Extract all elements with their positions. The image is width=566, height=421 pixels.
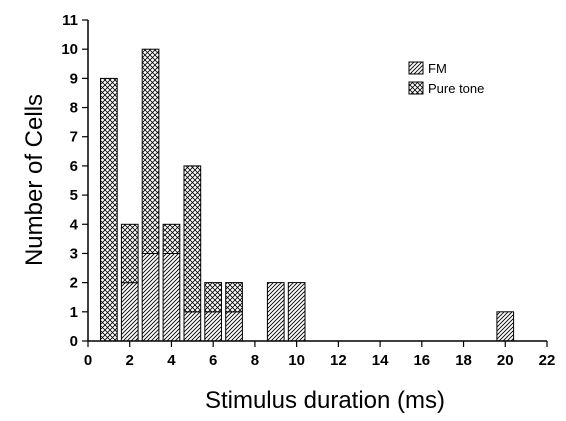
x-tick-label: 6	[209, 352, 217, 369]
bar-fm-x5	[183, 311, 202, 342]
bar-pure-tone-x5	[183, 165, 202, 313]
x-tick-label: 4	[167, 352, 176, 369]
legend-swatch-fm	[408, 61, 424, 75]
bar-pure-tone-x1	[100, 77, 118, 342]
y-axis-title: Number of Cells	[21, 94, 48, 266]
y-tick-label: 11	[62, 12, 78, 29]
x-tick-label: 16	[413, 352, 430, 369]
bar-fm-x20	[496, 311, 515, 342]
y-tick-label: 0	[70, 333, 78, 350]
bar-pure-tone-x6	[204, 282, 223, 313]
y-tick-label: 9	[70, 70, 78, 87]
bar-fm-x9	[266, 282, 285, 342]
y-tick-label: 8	[70, 100, 78, 117]
y-tick-label: 4	[70, 216, 79, 233]
x-tick-label: 14	[372, 352, 389, 369]
bar-fm-x7	[225, 311, 243, 342]
y-tick-label: 1	[70, 304, 78, 321]
y-tick-label: 10	[61, 41, 78, 58]
y-tick-label: 3	[70, 245, 78, 262]
x-axis-title: Stimulus duration (ms)	[205, 387, 445, 414]
legend-label-fm: FM	[428, 61, 447, 76]
x-tick-label: 20	[497, 352, 514, 369]
bar-fm-x6	[204, 311, 223, 342]
bar-fm-x10	[287, 282, 306, 342]
bar-fm-x3	[141, 253, 160, 342]
legend: FM Pure tone	[408, 61, 484, 96]
x-tick-label: 8	[251, 352, 259, 369]
x-tick-label: 10	[288, 352, 305, 369]
x-tick-label: 0	[84, 352, 92, 369]
x-tick-label: 12	[330, 352, 347, 369]
x-tick-label: 22	[539, 352, 556, 369]
bar-fm-x4	[162, 253, 181, 342]
y-tick-label: 5	[70, 187, 78, 204]
bar-pure-tone-x3	[141, 48, 160, 255]
y-tick-label: 2	[70, 275, 78, 292]
y-tick-label: 6	[70, 158, 78, 175]
y-tick-label: 7	[70, 129, 78, 146]
x-tick-label: 18	[455, 352, 472, 369]
legend-label-pure-tone: Pure tone	[428, 81, 484, 96]
bar-pure-tone-x7	[225, 282, 243, 313]
x-tick-label: 2	[126, 352, 134, 369]
bar-pure-tone-x2	[120, 223, 139, 284]
bar-fm-x2	[120, 282, 139, 342]
legend-swatch-pure-tone	[408, 81, 424, 95]
bar-pure-tone-x4	[162, 223, 181, 255]
